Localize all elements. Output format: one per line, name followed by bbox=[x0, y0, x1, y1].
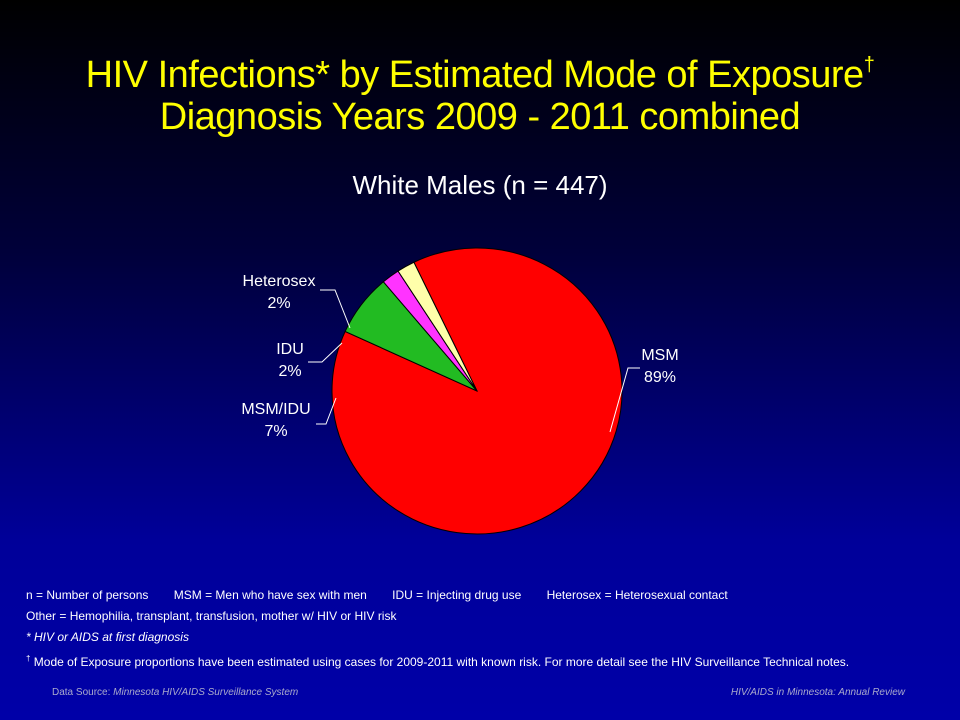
dagger-mark: † bbox=[26, 654, 31, 663]
dagger-note-text: Mode of Exposure proportions have been e… bbox=[30, 655, 850, 669]
def-other: Other = Hemophilia, transplant, transfus… bbox=[26, 609, 397, 623]
dagger-note: † Mode of Exposure proportions have been… bbox=[26, 648, 946, 673]
data-source-footer: Data Source: Minnesota HIV/AIDS Surveill… bbox=[52, 687, 298, 698]
slice-label-msm: MSM bbox=[641, 347, 678, 364]
slice-value-msm-idu: 7% bbox=[264, 423, 287, 440]
slice-value-heterosex: 2% bbox=[267, 295, 290, 312]
def-heterosex: Heterosex = Heterosexual contact bbox=[546, 588, 728, 602]
leader-line-heterosex bbox=[320, 289, 351, 329]
chart-title: HIV Infections* by Estimated Mode of Exp… bbox=[0, 44, 960, 138]
title-dagger-mark: † bbox=[863, 54, 875, 76]
def-n: n = Number of persons bbox=[26, 588, 149, 602]
slice-value-idu: 2% bbox=[278, 363, 301, 380]
title-line-1: HIV Infections* by Estimated Mode of Exp… bbox=[0, 44, 960, 96]
data-source-label: Data Source: bbox=[52, 687, 114, 698]
slice-label-heterosex: Heterosex bbox=[243, 273, 316, 290]
footnotes: n = Number of persons MSM = Men who have… bbox=[26, 585, 946, 673]
slice-value-msm: 89% bbox=[644, 369, 676, 386]
title-line-2: Diagnosis Years 2009 - 2011 combined bbox=[159, 96, 801, 138]
leader-line-msm bbox=[609, 367, 640, 433]
leader-line-idu bbox=[308, 342, 343, 363]
def-idu: IDU = Injecting drug use bbox=[392, 588, 522, 602]
slice-label-msm-idu: MSM/IDU bbox=[241, 401, 310, 418]
pie-subtitle: White Males (n = 447) bbox=[352, 170, 608, 200]
data-source-value: Minnesota HIV/AIDS Surveillance System bbox=[113, 687, 299, 698]
definitions-row: n = Number of persons MSM = Men who have… bbox=[26, 585, 946, 606]
asterisk-note: * HIV or AIDS at first diagnosis bbox=[26, 630, 189, 644]
leader-line-msm-idu bbox=[316, 397, 337, 425]
slice-label-idu: IDU bbox=[276, 341, 304, 358]
report-name-footer: HIV/AIDS in Minnesota: Annual Review bbox=[730, 687, 905, 698]
pie-slice-heterosex bbox=[397, 261, 478, 392]
title-line-1-text: HIV Infections* by Estimated Mode of Exp… bbox=[85, 54, 865, 96]
def-msm: MSM = Men who have sex with men bbox=[173, 588, 367, 602]
